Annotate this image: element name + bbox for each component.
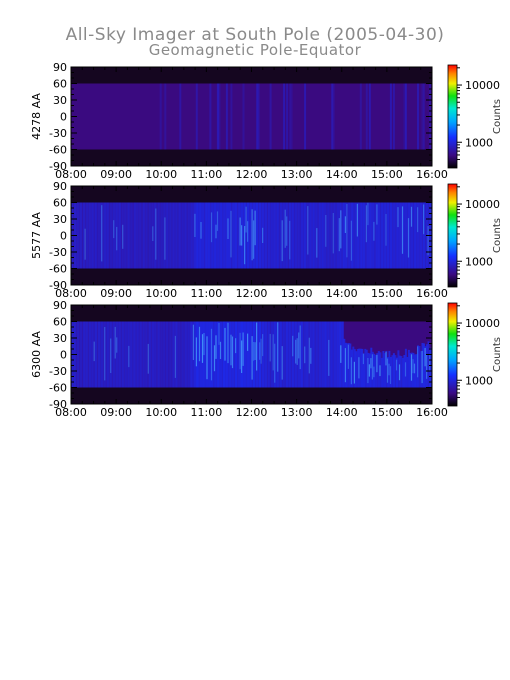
x-tick-label: 12:00 (236, 168, 268, 181)
y-tick-label: -60 (49, 382, 67, 395)
x-tick-label: 10:00 (145, 287, 177, 300)
y-tick-label: 30 (53, 332, 67, 345)
y-tick-label: 30 (53, 94, 67, 107)
x-tick-label: 15:00 (371, 168, 403, 181)
x-tick-label: 15:00 (371, 406, 403, 419)
x-tick-label: 15:00 (371, 287, 403, 300)
y-axis-label: 5577 AA (30, 212, 43, 259)
y-tick-label: -30 (49, 246, 67, 259)
x-tick-label: 09:00 (100, 406, 132, 419)
x-tick-label: 13:00 (281, 168, 313, 181)
colorbar-tick-label: 1000 (465, 136, 493, 149)
x-tick-label: 11:00 (191, 168, 223, 181)
y-tick-label: 30 (53, 213, 67, 226)
y-axis-label: 4278 AA (30, 93, 43, 140)
x-tick-label: 14:00 (326, 287, 358, 300)
y-tick-label: -30 (49, 365, 67, 378)
x-tick-label: 16:00 (416, 406, 448, 419)
y-tick-label: -60 (49, 263, 67, 276)
x-tick-label: 14:00 (326, 406, 358, 419)
heatmap-emission (71, 321, 433, 388)
panel-6300: 90 60 30 0 -30 -60 -90 6300 AA 08:00 09:00 10:00 11… (30, 299, 503, 419)
x-tick-label: 08:00 (55, 287, 87, 300)
y-tick-label: -60 (49, 144, 67, 157)
x-tick-label: 10:00 (145, 406, 177, 419)
y-tick-label: 90 (53, 299, 67, 312)
x-tick-label: 11:00 (191, 287, 223, 300)
colorbar-tick-label: 10000 (465, 79, 500, 92)
x-tick-label: 16:00 (416, 168, 448, 181)
y-tick-label: 60 (53, 316, 67, 329)
colorbar (447, 64, 458, 169)
y-tick-label: -90 (49, 398, 67, 411)
y-tick-label: 60 (53, 197, 67, 210)
y-tick-label: -90 (49, 279, 67, 292)
y-tick-label: 90 (53, 180, 67, 193)
x-tick-label: 12:00 (236, 406, 268, 419)
colorbar-tick-label: 1000 (465, 255, 493, 268)
y-tick-label: 0 (60, 111, 67, 124)
y-axis-label: 6300 AA (30, 331, 43, 378)
colorbar-label: Counts (492, 218, 503, 253)
x-tick-label: 09:00 (100, 287, 132, 300)
y-tick-label: 0 (60, 230, 67, 243)
colorbar-tick-label: 10000 (465, 198, 500, 211)
y-tick-label: -90 (49, 160, 67, 173)
colorbar-label: Counts (492, 99, 503, 134)
x-tick-label: 13:00 (281, 287, 313, 300)
y-tick-label: 90 (53, 61, 67, 74)
heatmap-emission (159, 83, 431, 150)
chart-subtitle: Geomagnetic Pole-Equator (148, 41, 362, 59)
chart-title: All-Sky Imager at South Pole (2005-04-30… (65, 25, 445, 45)
y-tick-label: 60 (53, 78, 67, 91)
x-tick-label: 13:00 (281, 406, 313, 419)
panel-4278: 90 60 30 0 -30 -60 -90 4278 AA 08:00 09:00 10:00 11… (30, 61, 503, 181)
colorbar (447, 183, 458, 288)
x-tick-label: 12:00 (236, 287, 268, 300)
x-tick-label: 11:00 (191, 406, 223, 419)
y-tick-label: -30 (49, 127, 67, 140)
x-tick-label: 09:00 (100, 168, 132, 181)
panel-5577: 90 60 30 0 -30 -60 -90 5577 AA 08:00 09:00 10:00 11… (30, 180, 503, 300)
x-tick-label: 08:00 (55, 168, 87, 181)
x-tick-label: 14:00 (326, 168, 358, 181)
x-tick-label: 10:00 (145, 168, 177, 181)
colorbar-tick-label: 10000 (465, 317, 500, 330)
colorbar (447, 302, 458, 407)
x-tick-label: 16:00 (416, 287, 448, 300)
colorbar-label: Counts (492, 337, 503, 372)
y-tick-label: 0 (60, 349, 67, 362)
heatmap-emission (71, 202, 433, 269)
colorbar-tick-label: 1000 (465, 374, 493, 387)
x-tick-label: 08:00 (55, 406, 87, 419)
